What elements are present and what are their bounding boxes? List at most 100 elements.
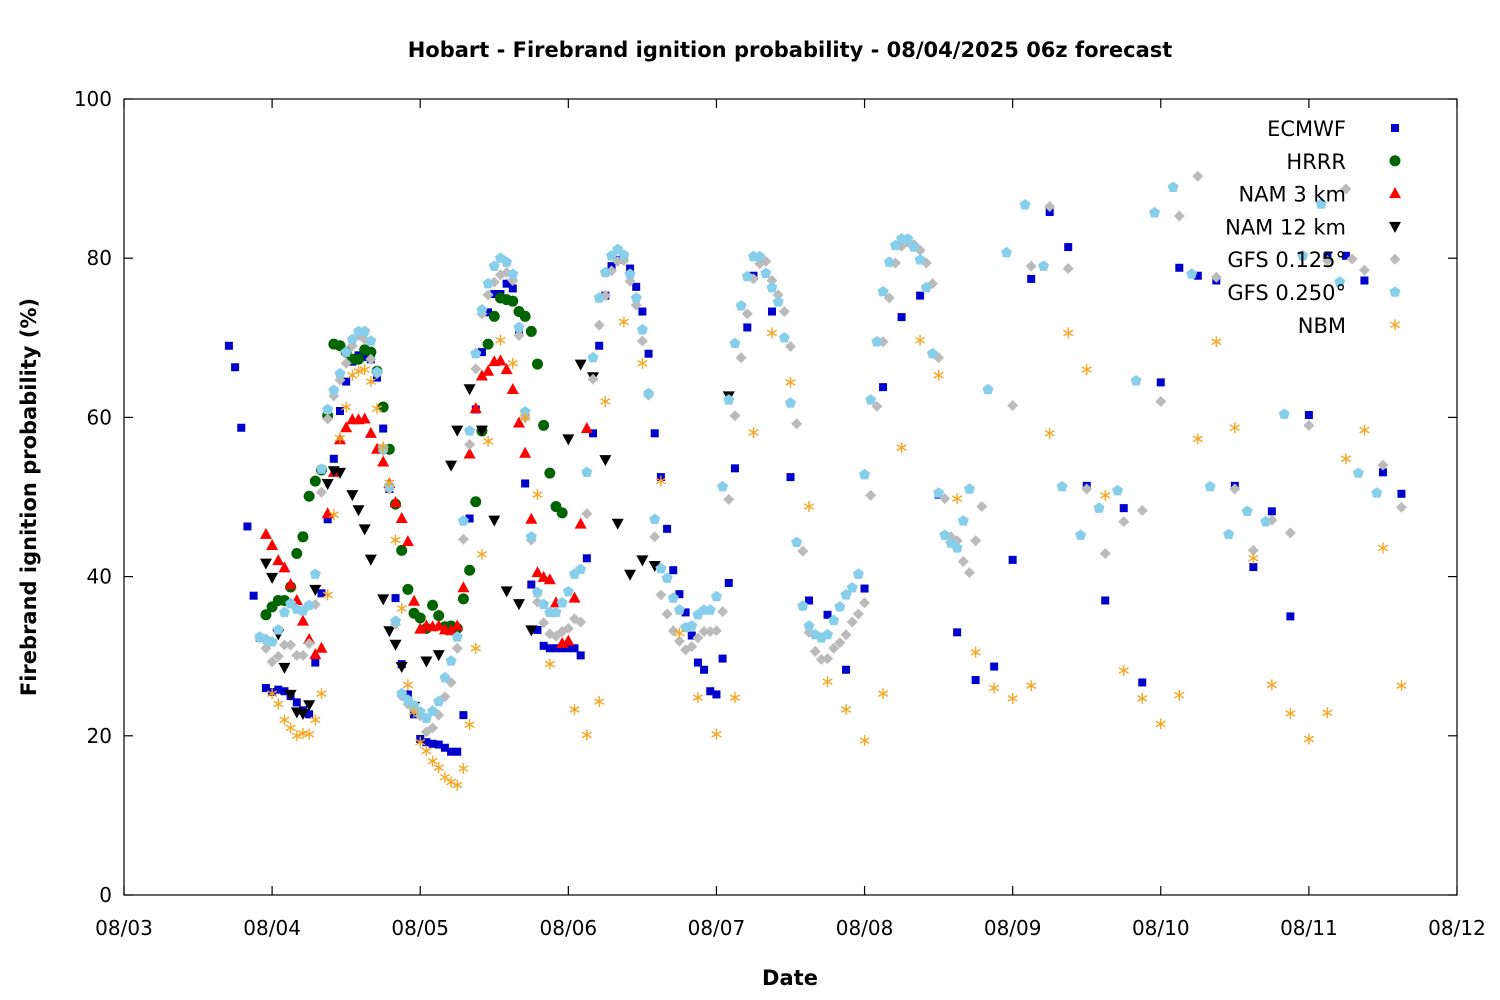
data-point [667,625,679,637]
chart-title: Hobart - Firebrand ignition probability … [408,38,1173,62]
data-point-stroke [1266,681,1277,689]
data-point [822,676,833,688]
data-point-stroke [285,724,296,732]
data-point-stroke [328,511,339,518]
legend-swatch [1389,155,1401,167]
data-point [334,432,346,444]
data-point-stroke [785,379,796,386]
legend-label: NAM 3 km [1238,183,1346,207]
data-point [1352,467,1364,478]
data-point [570,644,579,653]
data-point [655,562,667,574]
data-point [859,735,870,747]
data-point [408,699,420,711]
data-point [272,624,284,635]
data-point [224,341,233,350]
data-point [1192,170,1204,182]
data-point [457,581,470,593]
data-point [1027,274,1036,283]
data-point [897,313,906,322]
data-point [661,608,673,620]
data-point [551,644,560,653]
data-point-stroke [384,479,395,487]
data-point [748,427,759,439]
data-point [321,478,334,490]
data-point [914,334,926,346]
data-point [470,496,482,508]
data-point [1008,555,1017,564]
data-point [539,641,548,650]
data-point [414,612,426,624]
data-point [346,490,359,502]
data-point-stroke [1007,695,1018,702]
x-axis-label: Date [762,966,818,990]
data-point [877,688,889,700]
data-point [556,507,568,519]
data-point [296,709,309,721]
data-point [396,544,408,556]
data-point [1377,459,1389,471]
data-point [377,455,390,467]
data-point [1137,692,1148,704]
data-point [1155,718,1166,730]
y-tick-label: 40 [87,565,112,589]
data-point [482,338,494,350]
data-point [760,267,772,279]
data-point [501,256,513,267]
data-point [428,739,437,748]
data-point-stroke [896,444,907,452]
data-point-stroke [877,690,889,697]
data-point [970,535,982,547]
series-6 [266,316,1407,791]
data-point [1025,260,1037,272]
data-point [1395,501,1407,513]
data-point-stroke [310,716,321,724]
data-point-stroke [674,629,685,637]
data-point [1149,207,1161,218]
y-tick-label: 100 [74,87,112,111]
data-point [1285,708,1296,720]
data-point-stroke [1100,492,1111,499]
data-point-stroke [1081,366,1092,373]
data-point [365,346,377,358]
data-point [1119,504,1128,513]
data-point [1175,263,1184,272]
data-point [822,628,834,640]
data-point [574,517,587,529]
data-point [475,369,488,381]
data-point [237,423,246,432]
data-point [1044,200,1056,212]
data-point [274,685,283,694]
y-axis-label: Firebrand ignition probability (%) [17,298,41,696]
data-point [1371,487,1383,498]
data-point [976,501,988,513]
data-point [859,468,871,480]
data-point [686,620,698,631]
data-point-stroke [1248,554,1259,562]
data-point [877,285,889,297]
data-point [445,655,457,666]
data-point [982,383,994,395]
data-point [1192,433,1203,445]
data-point [272,554,285,566]
data-point [451,619,464,631]
data-point [341,401,352,413]
data-point [990,662,999,671]
data-point [1174,689,1185,701]
data-point [710,590,722,602]
data-point [1093,502,1105,513]
data-point [879,383,888,392]
data-point [564,644,573,653]
data-point [580,422,593,434]
data-point [469,402,482,414]
data-point [883,256,895,267]
data-point-stroke [402,681,414,689]
data-point [587,373,599,385]
data-point [729,410,741,422]
legend-swatch [1389,286,1401,297]
data-point-stroke [1340,455,1352,463]
data-point [415,736,426,748]
data-point [297,649,309,661]
data-point [321,507,334,519]
data-point [519,446,532,458]
